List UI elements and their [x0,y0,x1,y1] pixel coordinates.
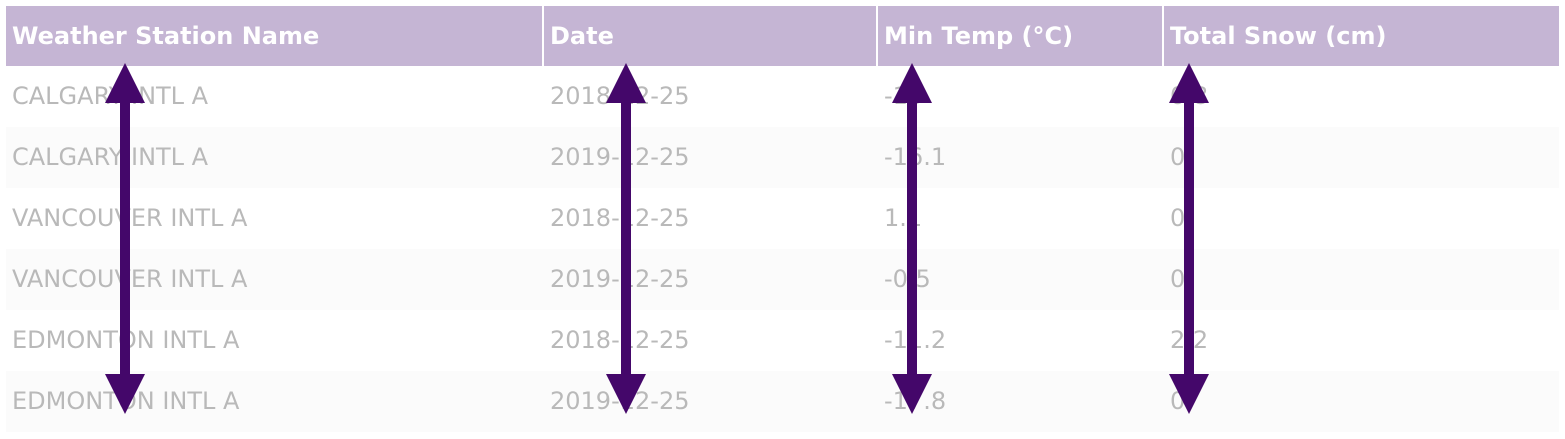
cell-min-temp: -0.5 [884,265,931,293]
cell-min-temp: -11.2 [884,326,947,354]
cell-total-snow: 0 [1170,387,1186,415]
cell-total-snow: 0.8 [1170,82,1209,110]
cell-min-temp: 1.1 [884,204,923,232]
table-row: VANCOUVER INTL A 2019-12-25 -0.5 0 [6,249,1559,310]
cell-date: 2019-12-25 [550,265,690,293]
table-row: EDMONTON INTL A 2019-12-25 -17.8 0 [6,371,1559,432]
cell-date: 2018-12-25 [550,82,690,110]
cell-total-snow: 0 [1170,265,1186,293]
header-date[interactable]: Date [544,6,878,66]
cell-min-temp: -15 [884,82,924,110]
cell-date: 2018-12-25 [550,326,690,354]
table-row: CALGARY INTL A 2019-12-25 -16.1 0 [6,127,1559,188]
cell-total-snow: 0 [1170,204,1186,232]
cell-station-name: EDMONTON INTL A [12,387,240,415]
cell-station-name: VANCOUVER INTL A [12,265,248,293]
header-station-name[interactable]: Weather Station Name [6,6,544,66]
cell-min-temp: -17.8 [884,387,947,415]
table-row: EDMONTON INTL A 2018-12-25 -11.2 2.2 [6,310,1559,371]
cell-station-name: EDMONTON INTL A [12,326,240,354]
cell-total-snow: 0 [1170,143,1186,171]
table-header-row: Weather Station Name Date Min Temp (°C) … [6,6,1559,66]
header-min-temp[interactable]: Min Temp (°C) [878,6,1164,66]
cell-date: 2019-12-25 [550,143,690,171]
cell-station-name: CALGARY INTL A [12,82,209,110]
weather-table: Weather Station Name Date Min Temp (°C) … [6,6,1559,432]
table-row: CALGARY INTL A 2018-12-25 -15 0.8 [6,66,1559,127]
cell-station-name: CALGARY INTL A [12,143,209,171]
cell-station-name: VANCOUVER INTL A [12,204,248,232]
cell-min-temp: -16.1 [884,143,947,171]
header-total-snow[interactable]: Total Snow (cm) [1164,6,1559,66]
table-row: VANCOUVER INTL A 2018-12-25 1.1 0 [6,188,1559,249]
cell-total-snow: 2.2 [1170,326,1209,354]
cell-date: 2018-12-25 [550,204,690,232]
cell-date: 2019-12-25 [550,387,690,415]
